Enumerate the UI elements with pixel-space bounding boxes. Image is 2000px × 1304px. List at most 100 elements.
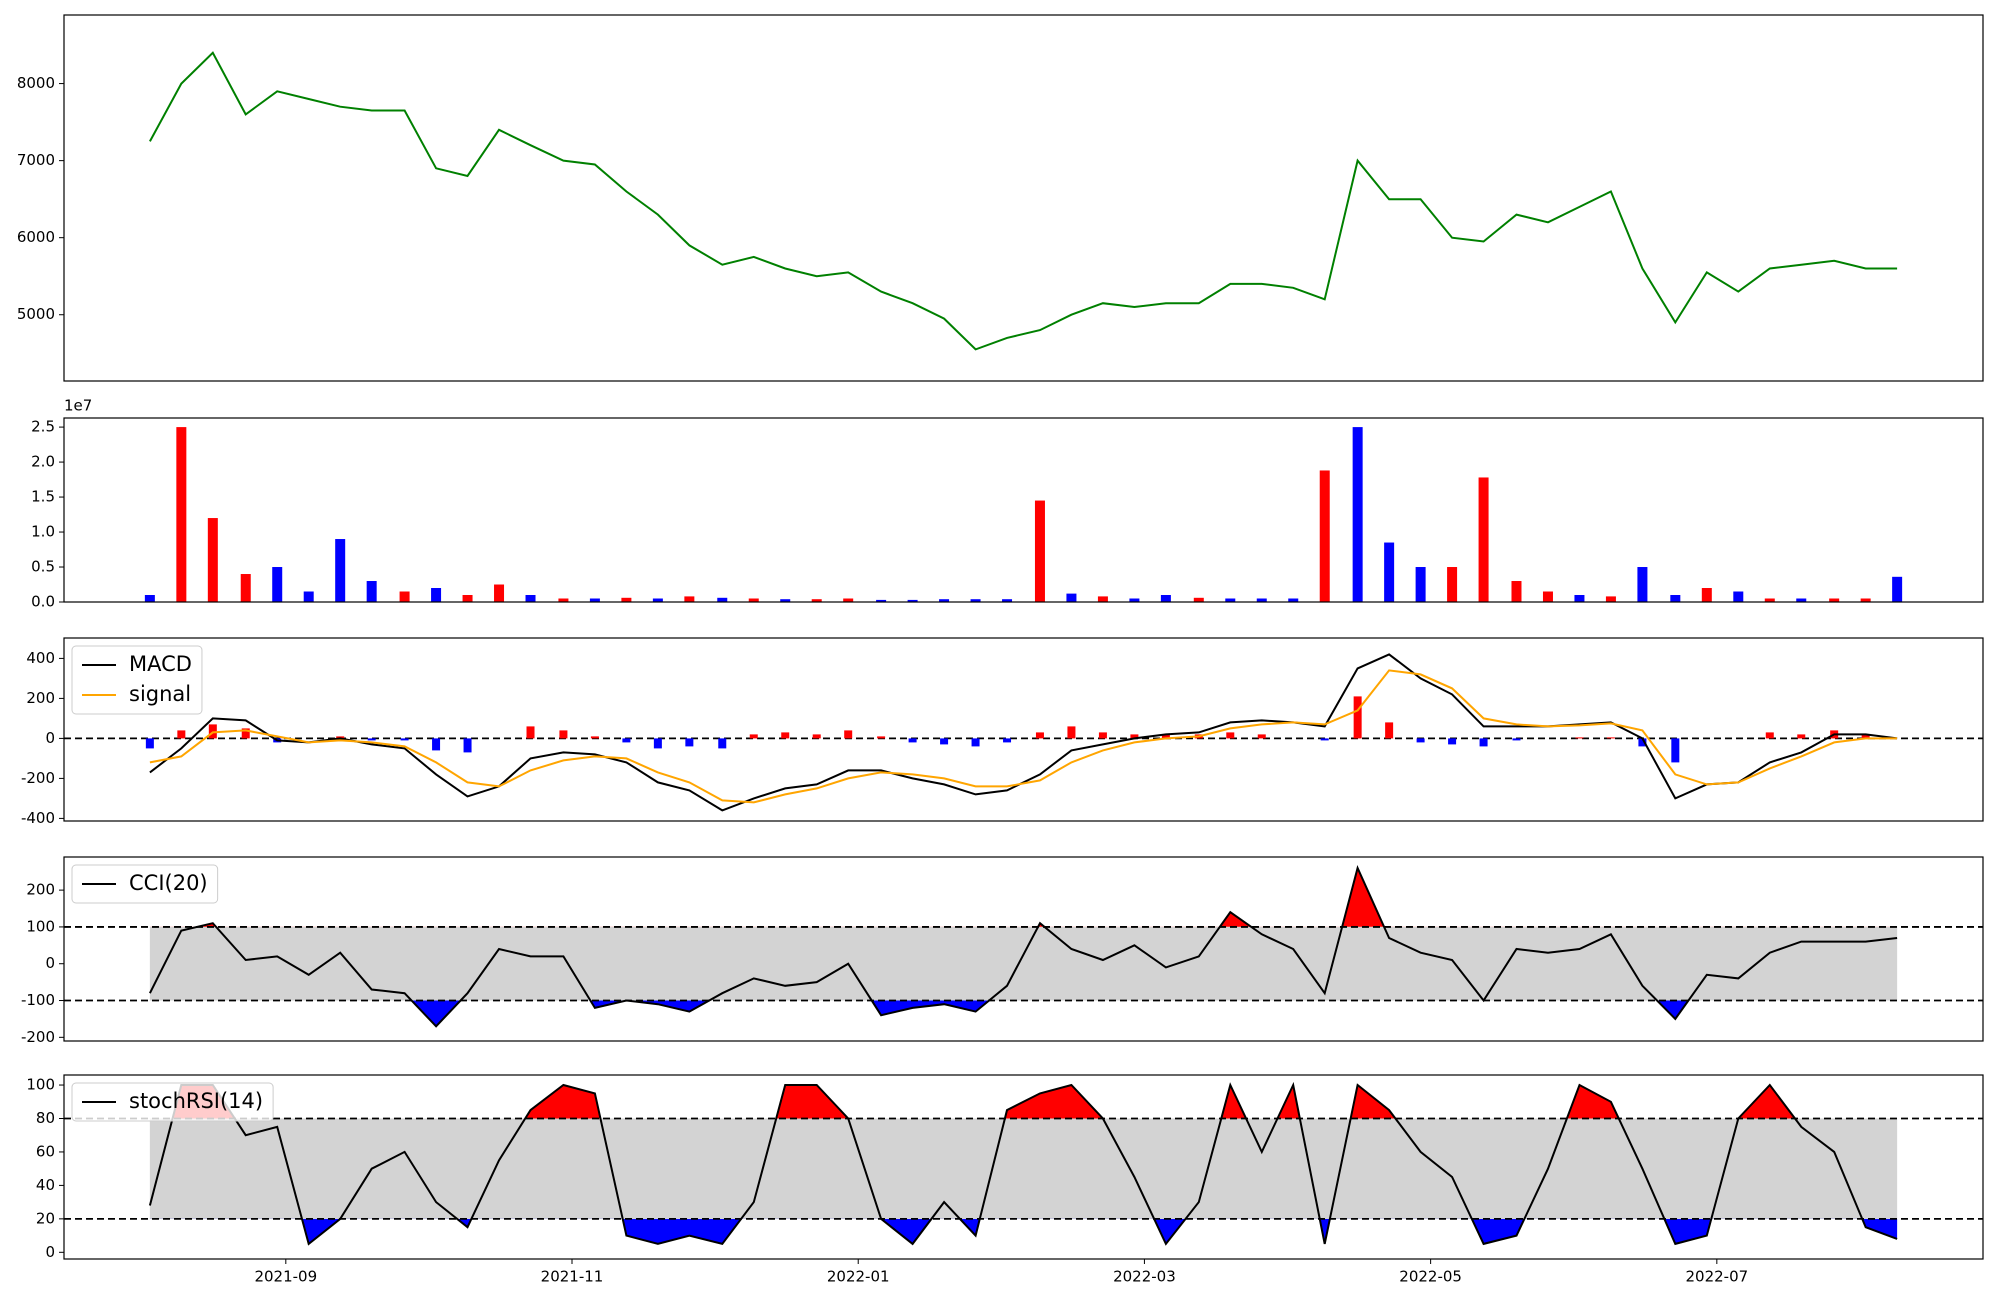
series-line [148,1081,1898,1246]
legend-box [71,645,203,715]
y-tick-label: 1.5 [31,488,55,506]
x-tick-label: 2022-05 [1399,1268,1462,1286]
histogram-bar [1861,734,1870,739]
bar [717,597,728,602]
histogram-bar [241,728,250,739]
x-tick-label: 2022-07 [1685,1268,1748,1286]
bar [1860,598,1871,602]
bar [1415,567,1426,602]
histogram-bar [877,736,886,739]
axes-frame [63,637,1984,822]
y-tick-label: -100 [21,991,55,1009]
histogram-bar [844,730,853,739]
bar [1670,595,1681,602]
bar [1256,598,1267,602]
bar [176,427,187,602]
histogram-bar [1479,738,1488,747]
y-tick-label: 100 [26,1076,55,1094]
histogram-bar [1416,738,1425,743]
bar [1384,542,1395,602]
bar [144,595,155,602]
bar [366,581,377,602]
bar [1542,591,1553,602]
y-tick-label: 60 [36,1142,55,1160]
bar [1066,593,1077,602]
histogram-bar [367,738,376,741]
y-tick-label: -200 [21,1028,55,1046]
y-tick-label: -400 [21,809,55,827]
bar [1129,598,1140,602]
y-tick-label: 200 [26,881,55,899]
histogram-bar [1512,738,1521,741]
bar [1511,581,1522,602]
legend-text: stochRSI(14) [129,1089,263,1113]
y-tick-label: -200 [21,769,55,787]
bar [843,598,854,602]
histogram-bar [1098,732,1107,739]
histogram-bar [1067,726,1076,739]
bar [558,598,569,602]
bar [335,539,346,602]
bar [1034,500,1045,602]
y-tick-label: 7000 [17,151,55,169]
bar [494,584,505,602]
bar [1225,598,1236,602]
legend-box [71,864,219,904]
x-tick-label: 2021-09 [254,1268,317,1286]
histogram-bar [1606,737,1615,739]
y-tick-label: 0 [45,954,55,972]
bar [525,595,536,602]
plot-area [64,653,1983,812]
histogram-bar [1035,732,1044,739]
y-tick-label: 8000 [17,74,55,92]
plot-area [144,427,1903,602]
legend: stochRSI(14) [71,1082,274,1122]
y-tick-label: 40 [36,1176,55,1194]
legend: MACD signal [71,645,203,715]
bar [1574,595,1585,602]
bar [1892,576,1903,602]
histogram-bar [908,738,917,743]
histogram-bar [1671,738,1680,763]
axes-frame [63,856,1984,1042]
bar [1288,598,1299,602]
bar [303,591,314,602]
histogram-bar [1130,734,1139,739]
bar [1002,599,1013,602]
histogram-bar [749,734,758,739]
y-tick-label: 0.5 [31,558,55,576]
histogram-bar [1320,738,1329,741]
bar [970,599,981,602]
axes-frame [63,417,1984,603]
histogram-bar [590,736,599,739]
histogram-bar [559,730,568,739]
series-line [149,865,1898,1028]
histogram-bar [1448,738,1457,745]
bar [399,591,410,602]
bar [907,599,918,602]
bar [811,599,822,602]
bar [1193,597,1204,602]
histogram-bar [971,738,980,747]
histogram-bar [463,738,472,753]
y-tick-label: 6000 [17,228,55,246]
bar [1701,588,1712,602]
overbought-fill [149,1085,1898,1119]
histogram-bar [177,730,186,739]
bar [876,599,887,602]
legend-text: signal [129,682,191,706]
bar [1352,427,1363,602]
bar [1764,598,1775,602]
y-tick-label: 0 [45,1243,55,1261]
y-tick-label: 1.0 [31,523,55,541]
histogram-bar [1226,732,1235,739]
axis-offset-label: 1e7 [64,397,92,415]
bar [462,595,473,602]
legend: CCI(20) [71,864,219,904]
plot-area [64,1081,1983,1246]
histogram-bar [781,732,790,739]
series-line [149,669,1898,804]
x-tick-label: 2022-01 [827,1268,890,1286]
